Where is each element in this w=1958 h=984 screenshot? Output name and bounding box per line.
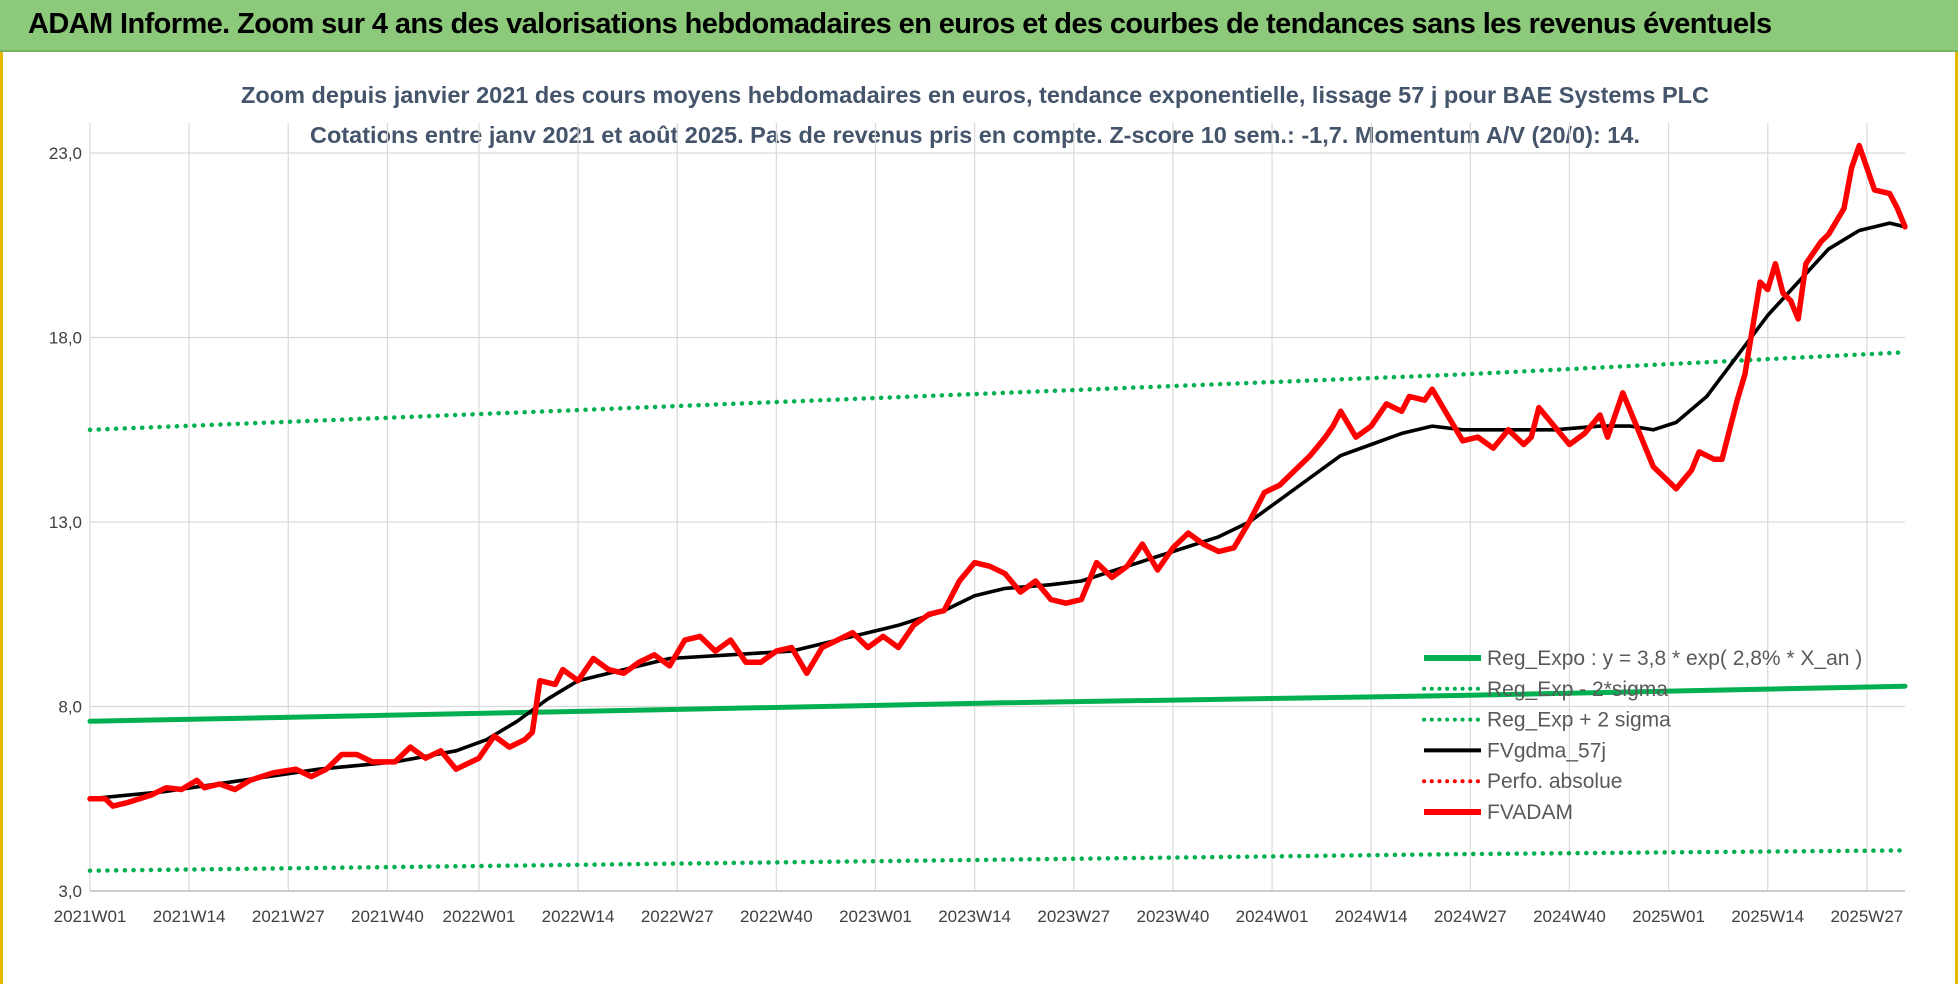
x-tick-label: 2024W01: [1236, 907, 1309, 926]
x-tick-label: 2022W27: [641, 907, 714, 926]
x-tick-label: 2025W27: [1830, 907, 1903, 926]
x-tick-label: 2023W27: [1037, 907, 1110, 926]
y-axis: 3,0 8,0 13,0 18,0 23,0: [49, 144, 82, 901]
x-tick-label: 2021W27: [252, 907, 325, 926]
legend: Reg_Expo : y = 3,8 * exp( 2,8% * X_an ) R…: [1422, 647, 1862, 824]
x-axis: 2021W01 2021W14 2021W27 2021W40 2022W01 2022W…: [54, 907, 1904, 926]
x-tick-label: 2024W14: [1335, 907, 1408, 926]
legend-label-0: Reg_Expo : y = 3,8 * exp( 2,8% * X_an ): [1487, 647, 1862, 670]
series-line-2: [87, 350, 1908, 433]
series-line-0: [87, 683, 1908, 724]
legend-label-3: FVgdma_57j: [1487, 739, 1606, 762]
legend-label-2: Reg_Exp + 2 sigma: [1487, 709, 1671, 732]
x-tick-label: 2022W14: [542, 907, 615, 926]
chart-title: Zoom depuis janvier 2021 des cours moyen…: [241, 82, 1709, 108]
y-tick-label: 3,0: [58, 882, 82, 901]
series-line-1: [87, 848, 1908, 873]
x-tick-label: 2023W01: [839, 907, 912, 926]
legend-label-5: FVADAM: [1487, 801, 1573, 824]
legend-label-4: Perfo. absolue: [1487, 770, 1622, 793]
x-tick-label: 2023W40: [1137, 907, 1210, 926]
page-banner: ADAM Informe. Zoom sur 4 ans des valoris…: [0, 0, 1958, 52]
page-title: ADAM Informe. Zoom sur 4 ans des valoris…: [28, 8, 1772, 40]
y-tick-label: 8,0: [58, 698, 82, 717]
x-tick-label: 2021W40: [351, 907, 424, 926]
x-tick-label: 2023W14: [938, 907, 1011, 926]
series-layer: [87, 142, 1908, 873]
series-line-5: [87, 142, 1908, 809]
x-tick-label: 2024W40: [1533, 907, 1606, 926]
series-line-3: [88, 221, 1907, 801]
legend-label-1: Reg_Exp - 2*sigma: [1487, 678, 1668, 701]
chart-frame: [0, 52, 1958, 984]
y-tick-label: 18,0: [49, 329, 82, 348]
grid: [89, 123, 1905, 892]
x-tick-label: 2022W01: [443, 907, 516, 926]
x-tick-label: 2022W40: [740, 907, 813, 926]
x-tick-label: 2021W14: [153, 907, 226, 926]
y-tick-label: 13,0: [49, 513, 82, 532]
x-tick-label: 2025W01: [1632, 907, 1705, 926]
x-tick-label: 2025W14: [1731, 907, 1804, 926]
x-tick-label: 2021W01: [54, 907, 127, 926]
y-tick-label: 23,0: [49, 144, 82, 163]
x-tick-label: 2024W27: [1434, 907, 1507, 926]
